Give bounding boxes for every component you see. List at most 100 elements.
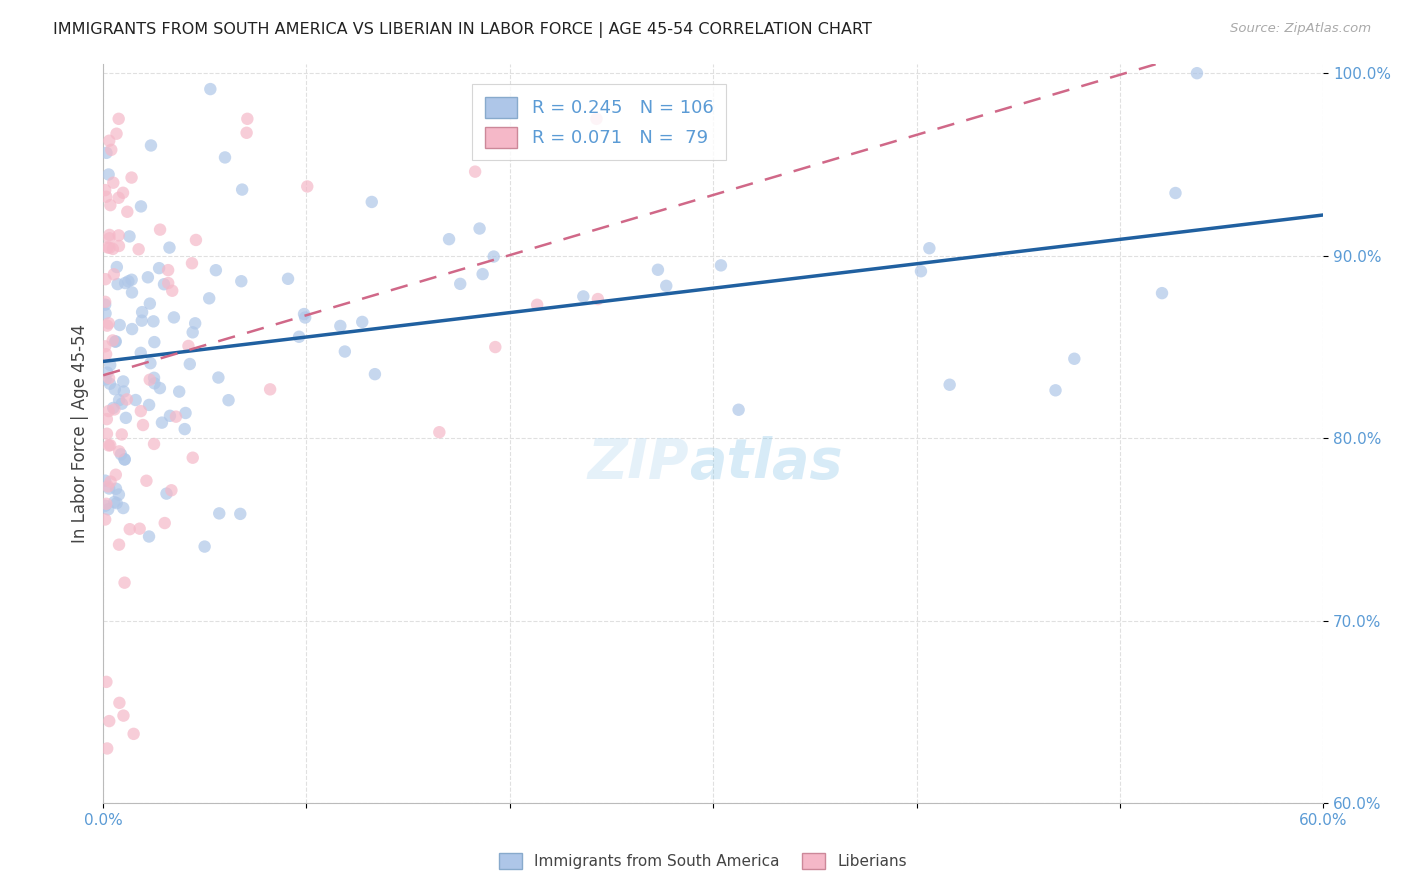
Liberians bbox=[112, 708, 135, 723]
Immigrants from South America bbox=[138, 398, 160, 412]
Immigrants from South America bbox=[139, 296, 162, 310]
Liberians bbox=[484, 340, 506, 354]
Immigrants from South America bbox=[98, 358, 121, 372]
Liberians bbox=[96, 240, 118, 254]
Immigrants from South America bbox=[449, 277, 471, 291]
Liberians bbox=[132, 417, 155, 432]
Immigrants from South America bbox=[155, 486, 177, 500]
Immigrants from South America bbox=[114, 276, 136, 290]
Liberians bbox=[122, 727, 145, 741]
Immigrants from South America bbox=[198, 291, 221, 305]
Liberians bbox=[114, 575, 136, 590]
Liberians bbox=[96, 318, 118, 333]
Immigrants from South America bbox=[136, 270, 159, 285]
Immigrants from South America bbox=[294, 310, 316, 325]
Immigrants from South America bbox=[159, 409, 181, 423]
Immigrants from South America bbox=[143, 335, 166, 350]
Immigrants from South America bbox=[292, 307, 315, 321]
Liberians bbox=[259, 382, 281, 396]
Liberians bbox=[108, 696, 131, 710]
Y-axis label: In Labor Force | Age 45-54: In Labor Force | Age 45-54 bbox=[72, 324, 89, 543]
Immigrants from South America bbox=[143, 376, 166, 391]
Liberians bbox=[121, 170, 143, 185]
Immigrants from South America bbox=[218, 393, 240, 408]
Immigrants from South America bbox=[94, 474, 117, 488]
Liberians bbox=[128, 522, 150, 536]
Liberians bbox=[107, 112, 129, 126]
Liberians bbox=[157, 276, 180, 290]
Liberians bbox=[107, 228, 129, 243]
Immigrants from South America bbox=[184, 316, 207, 330]
Liberians bbox=[96, 190, 118, 204]
Immigrants from South America bbox=[231, 274, 253, 288]
Immigrants from South America bbox=[105, 260, 128, 274]
Liberians bbox=[96, 497, 118, 511]
Immigrants from South America bbox=[710, 258, 733, 272]
Immigrants from South America bbox=[121, 322, 143, 336]
Immigrants from South America bbox=[103, 401, 125, 415]
Liberians bbox=[94, 512, 117, 526]
Immigrants from South America bbox=[104, 334, 127, 349]
Immigrants from South America bbox=[482, 250, 505, 264]
Immigrants from South America bbox=[108, 393, 131, 408]
Immigrants from South America bbox=[938, 377, 960, 392]
Liberians bbox=[98, 198, 121, 212]
Immigrants from South America bbox=[131, 313, 153, 327]
Liberians bbox=[94, 294, 117, 309]
Liberians bbox=[165, 409, 187, 424]
Immigrants from South America bbox=[142, 314, 165, 328]
Liberians bbox=[94, 339, 117, 353]
Immigrants from South America bbox=[277, 272, 299, 286]
Immigrants from South America bbox=[1063, 351, 1085, 366]
Immigrants from South America bbox=[727, 402, 749, 417]
Immigrants from South America bbox=[572, 289, 595, 303]
Liberians bbox=[184, 233, 207, 247]
Liberians bbox=[108, 538, 131, 552]
Immigrants from South America bbox=[437, 232, 460, 246]
Immigrants from South America bbox=[139, 138, 162, 153]
Immigrants from South America bbox=[288, 330, 311, 344]
Liberians bbox=[117, 204, 139, 219]
Liberians bbox=[111, 427, 134, 442]
Immigrants from South America bbox=[1185, 66, 1208, 80]
Immigrants from South America bbox=[229, 507, 252, 521]
Immigrants from South America bbox=[94, 499, 117, 513]
Immigrants from South America bbox=[364, 367, 387, 381]
Liberians bbox=[143, 437, 166, 451]
Liberians bbox=[98, 714, 121, 728]
Immigrants from South America bbox=[96, 366, 118, 380]
Immigrants from South America bbox=[97, 168, 120, 182]
Immigrants from South America bbox=[484, 130, 506, 145]
Liberians bbox=[107, 191, 129, 205]
Immigrants from South America bbox=[110, 447, 132, 461]
Liberians bbox=[149, 222, 172, 236]
Immigrants from South America bbox=[115, 410, 138, 425]
Immigrants from South America bbox=[112, 384, 135, 399]
Immigrants from South America bbox=[124, 392, 146, 407]
Liberians bbox=[96, 741, 118, 756]
Immigrants from South America bbox=[205, 263, 228, 277]
Immigrants from South America bbox=[471, 267, 494, 281]
Immigrants from South America bbox=[94, 298, 117, 312]
Immigrants from South America bbox=[179, 357, 201, 371]
Immigrants from South America bbox=[94, 372, 117, 386]
Immigrants from South America bbox=[129, 346, 152, 360]
Immigrants from South America bbox=[104, 334, 127, 349]
Immigrants from South America bbox=[111, 397, 134, 411]
Liberians bbox=[103, 267, 125, 281]
Liberians bbox=[586, 292, 609, 306]
Liberians bbox=[464, 164, 486, 178]
Liberians bbox=[118, 522, 141, 536]
Immigrants from South America bbox=[333, 344, 356, 359]
Liberians bbox=[160, 284, 183, 298]
Immigrants from South America bbox=[207, 370, 229, 384]
Immigrants from South America bbox=[208, 507, 231, 521]
Immigrants from South America bbox=[108, 487, 131, 501]
Immigrants from South America bbox=[96, 145, 118, 160]
Immigrants from South America bbox=[117, 274, 139, 288]
Immigrants from South America bbox=[214, 151, 236, 165]
Liberians bbox=[101, 334, 124, 348]
Liberians bbox=[98, 241, 121, 255]
Immigrants from South America bbox=[98, 482, 121, 496]
Liberians bbox=[97, 479, 120, 493]
